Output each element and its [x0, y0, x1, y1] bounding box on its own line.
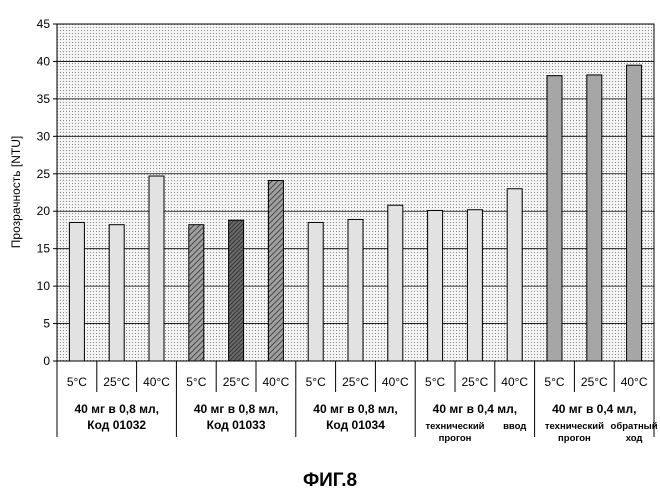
bar	[69, 222, 84, 361]
group-label: 40 мг в 0,8 мл,	[194, 402, 278, 416]
x-tick-label: 25°C	[461, 375, 488, 389]
x-tick-label: 40°C	[143, 375, 170, 389]
figure-caption: ФИГ.8	[303, 470, 357, 491]
bar	[149, 176, 164, 361]
x-tick-label: 40°C	[382, 375, 409, 389]
y-axis: 0 5 10 15 20 25 30 35 40 45	[37, 17, 57, 368]
y-tick-label: 5	[43, 317, 50, 331]
bar	[268, 181, 283, 361]
x-group-labels: 40 мг в 0,8 мл, Код 01032 40 мг в 0,8 мл, К…	[74, 402, 657, 444]
y-tick-label: 0	[43, 354, 50, 368]
x-tick-label: 25°C	[342, 375, 369, 389]
y-tick-label: 45	[37, 17, 51, 31]
bar	[189, 225, 204, 361]
y-axis-label: Прозрачность [NTU]	[9, 136, 23, 248]
group-sublabel: обратный	[611, 421, 658, 432]
x-tick-label: 25°C	[581, 375, 608, 389]
bar	[388, 205, 403, 361]
y-tick-label: 30	[37, 129, 51, 143]
bar	[627, 65, 642, 361]
group-sublabel: прогон	[439, 433, 472, 444]
group-sublabel: технический	[425, 421, 484, 432]
y-tick-label: 40	[37, 54, 51, 68]
group-label: 40 мг в 0,4 мл,	[433, 402, 517, 416]
group-sublabel: технический	[545, 421, 604, 432]
x-tick-label: 5°C	[306, 375, 326, 389]
bar	[587, 75, 602, 361]
bar	[428, 210, 443, 361]
group-label: 40 мг в 0,8 мл,	[313, 402, 397, 416]
group-sublabel: ход	[626, 433, 643, 444]
x-tick-label: 40°C	[501, 375, 528, 389]
bar	[507, 189, 522, 361]
y-tick-label: 35	[37, 92, 51, 106]
x-tick-label: 40°C	[621, 375, 648, 389]
group-label: 40 мг в 0,8 мл,	[74, 402, 158, 416]
x-tick-label: 5°C	[186, 375, 206, 389]
bar	[467, 210, 482, 361]
x-tick-label: 40°C	[262, 375, 289, 389]
x-tick-label: 25°C	[223, 375, 250, 389]
y-tick-label: 10	[37, 279, 51, 293]
bar	[547, 76, 562, 361]
bar	[229, 220, 244, 361]
bar	[109, 225, 124, 361]
y-tick-label: 20	[37, 204, 51, 218]
x-tick-label: 5°C	[544, 375, 564, 389]
x-tick-label: 25°C	[103, 375, 130, 389]
group-label: Код 01033	[207, 418, 266, 432]
y-tick-label: 15	[37, 242, 51, 256]
bar	[348, 219, 363, 361]
x-tick-label: 5°C	[425, 375, 445, 389]
group-label: Код 01034	[326, 418, 385, 432]
group-sublabel: прогон	[558, 433, 591, 444]
x-tick-label: 5°C	[67, 375, 87, 389]
y-tick-label: 25	[37, 167, 51, 181]
group-sublabel: ввод	[503, 421, 526, 432]
group-label: Код 01032	[87, 418, 146, 432]
group-label: 40 мг в 0,4 мл,	[552, 402, 636, 416]
bar	[308, 222, 323, 361]
